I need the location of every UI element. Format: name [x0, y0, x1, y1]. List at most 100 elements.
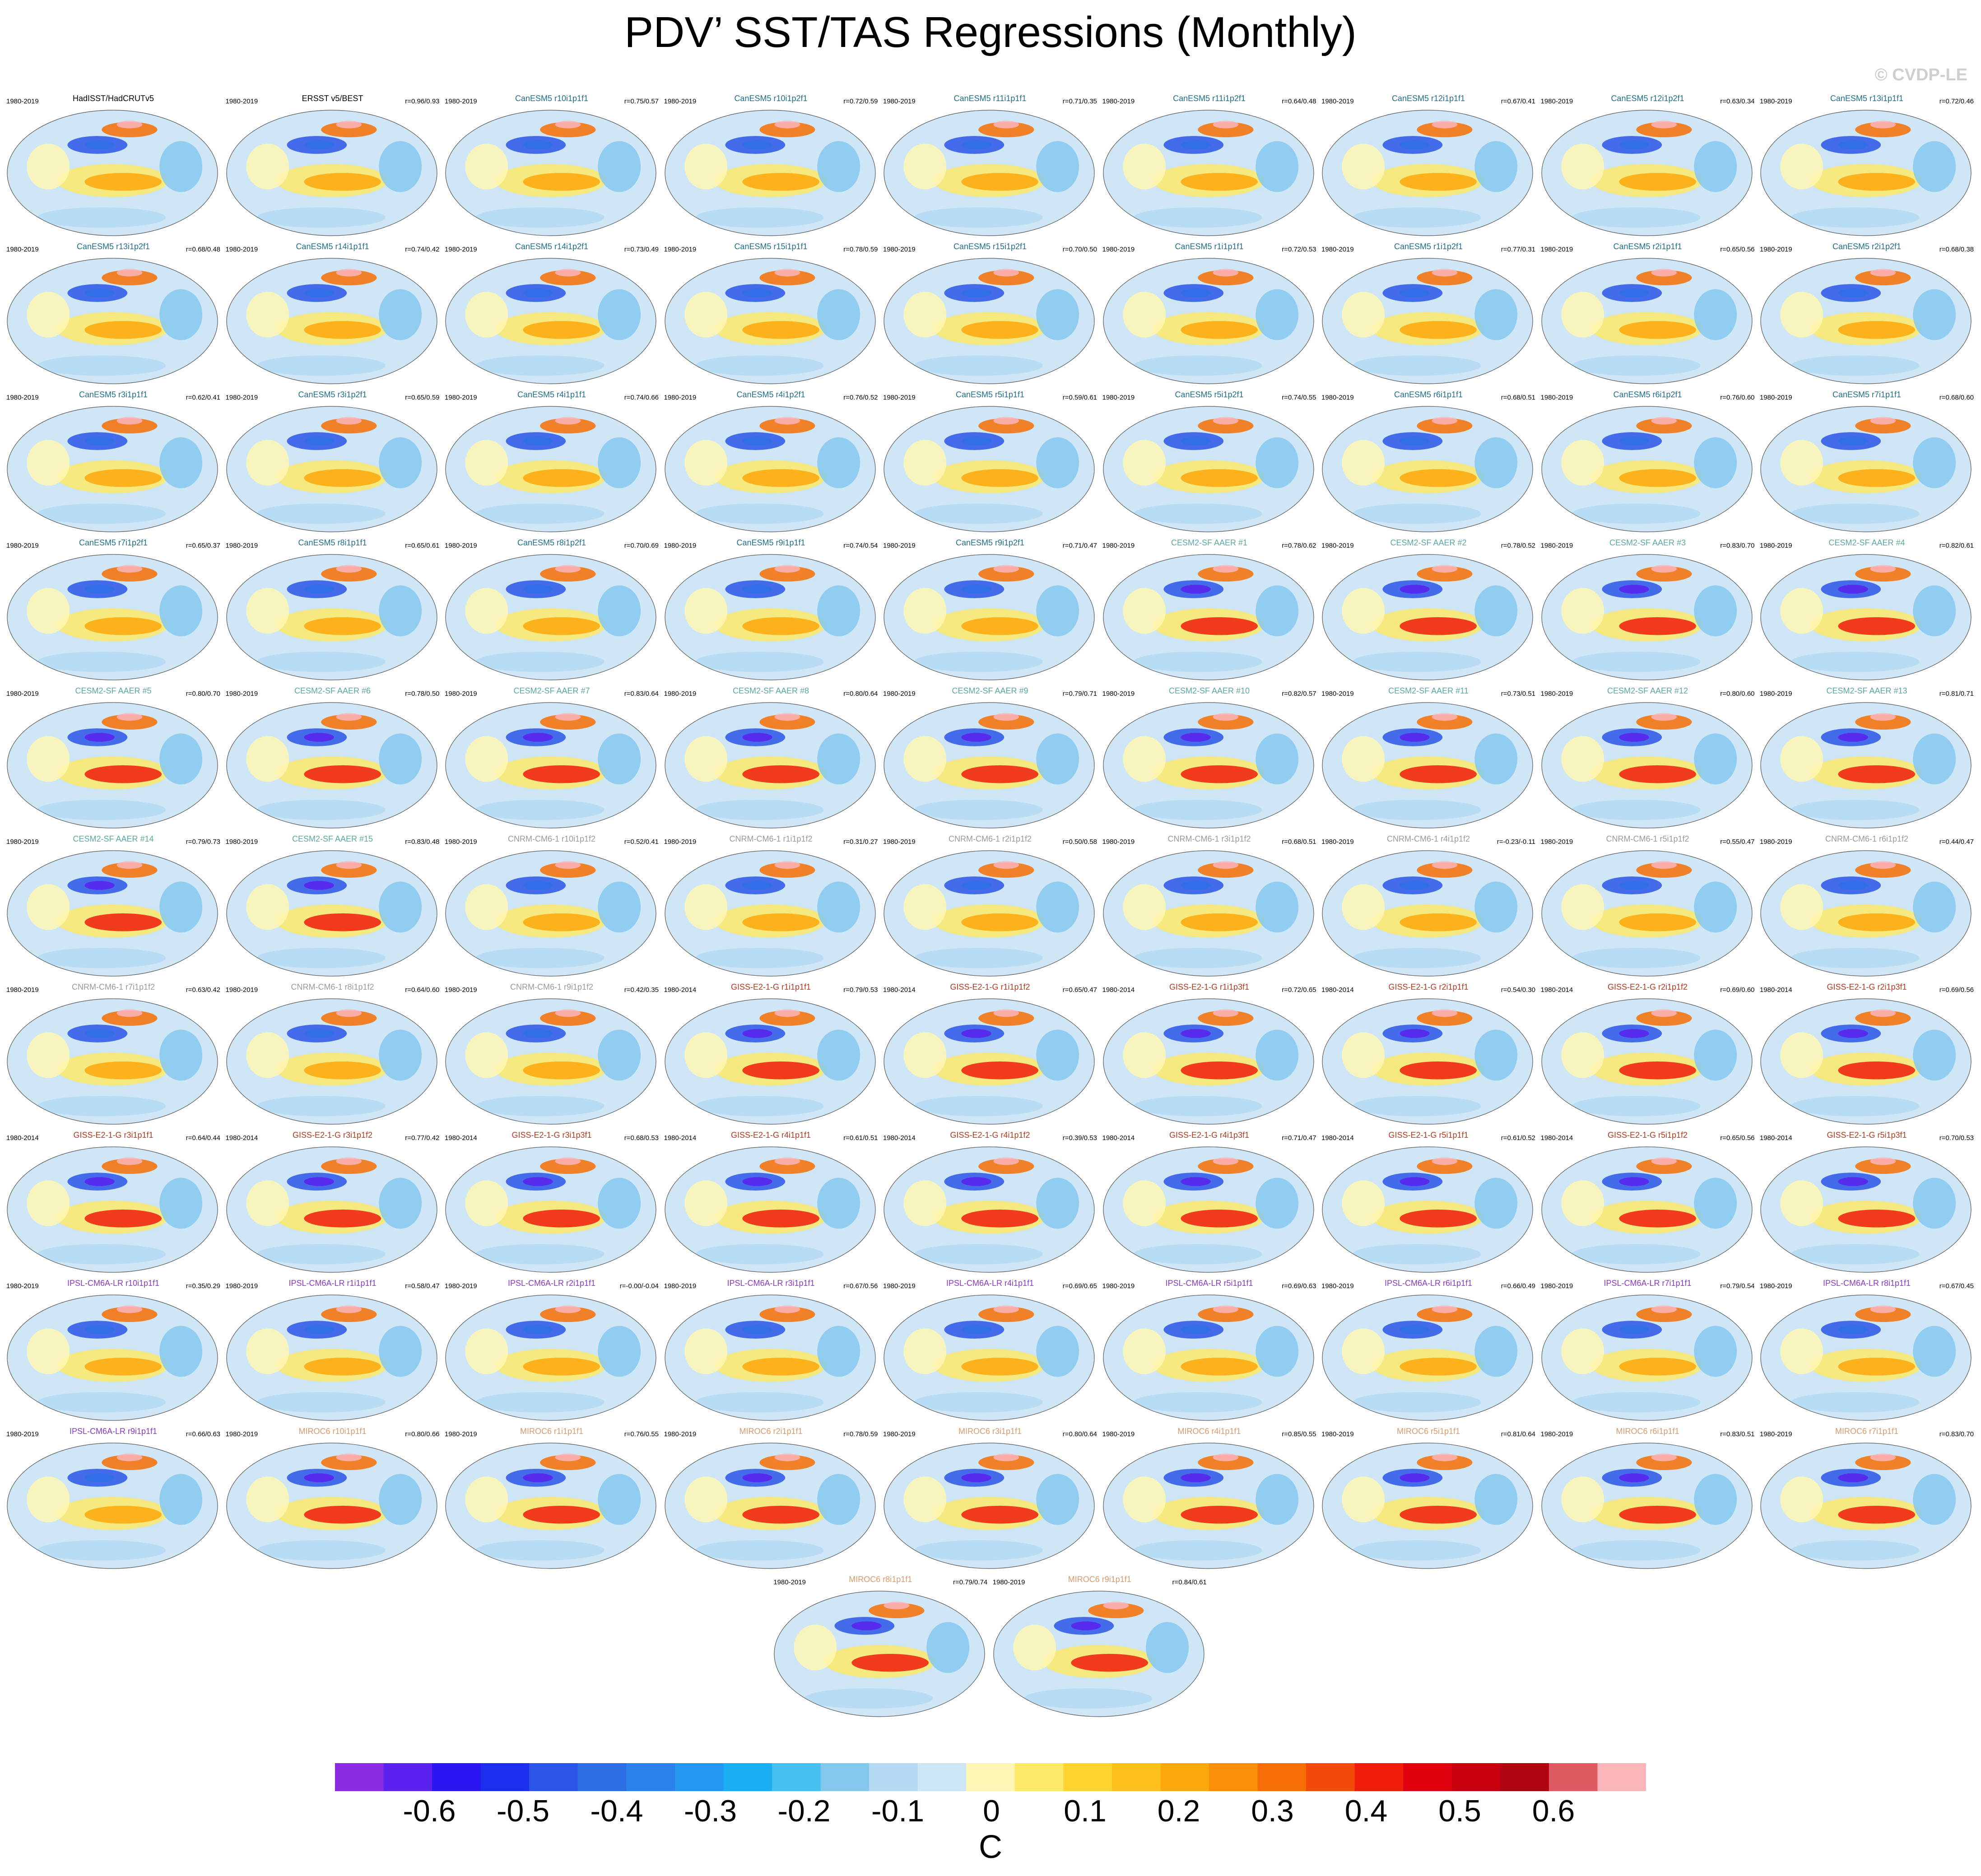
- southern-ocean-region: [1572, 1540, 1700, 1561]
- tropical-pacific-anomaly: [523, 913, 600, 931]
- atlantic-region: [598, 881, 641, 933]
- alaska-anomaly: [1212, 269, 1238, 277]
- indian-ocean-region: [27, 292, 70, 338]
- north-america-warm-anomaly: [540, 122, 596, 138]
- panel-period: 1980-2014: [1540, 1134, 1573, 1142]
- world-map: [664, 702, 876, 829]
- world-map: [664, 850, 876, 977]
- north-america-warm-anomaly: [1636, 714, 1692, 730]
- tropical-pacific-anomaly: [1180, 1506, 1258, 1524]
- southern-ocean-region: [695, 1244, 823, 1265]
- panel-period: 1980-2019: [1760, 246, 1792, 253]
- panel-correlation: r=0.82/0.57: [1282, 690, 1316, 698]
- north-pacific-core: [1618, 1029, 1649, 1038]
- atlantic-region: [159, 585, 203, 637]
- southern-ocean-region: [1353, 1392, 1481, 1413]
- north-america-warm-anomaly: [869, 1603, 925, 1619]
- panel-title: MIROC6 r3i1p1f1: [958, 1427, 1022, 1436]
- north-america-warm-anomaly: [759, 122, 815, 138]
- tropical-pacific-anomaly: [1400, 1506, 1477, 1524]
- southern-ocean-region: [1572, 948, 1700, 968]
- world-map: [7, 110, 218, 236]
- world-map: [1322, 998, 1533, 1125]
- colorbar: [335, 1763, 1646, 1791]
- map-outline: [226, 1443, 437, 1569]
- tropical-pacific-anomaly: [303, 913, 381, 931]
- alaska-anomaly: [1651, 861, 1677, 869]
- panel-title: GISS-E2-1-G r5i1p1f2: [1607, 1131, 1688, 1140]
- map-outline: [884, 1443, 1095, 1569]
- indian-ocean-region: [1342, 588, 1385, 634]
- north-america-warm-anomaly: [1197, 1455, 1254, 1471]
- colorbar-units: C: [979, 1829, 1002, 1865]
- alaska-anomaly: [335, 1009, 362, 1017]
- north-pacific-core: [961, 140, 991, 149]
- atlantic-region: [1146, 1622, 1189, 1673]
- north-pacific-core: [1400, 1177, 1430, 1186]
- atlantic-region: [1474, 1178, 1518, 1229]
- map-panel: 1980-2019 IPSL-CM6A-LR r10i1p1f1 r=0.35/0.…: [5, 1279, 221, 1429]
- map-outline: [884, 702, 1095, 829]
- panel-correlation: r=0.50/0.58: [1062, 838, 1097, 846]
- map-panel: 1980-2019 CanESM5 r1i1p2f1 r=0.77/0.31: [1321, 242, 1536, 393]
- tropical-pacific-anomaly: [1400, 469, 1477, 487]
- panel-title: CanESM5 r9i1p2f1: [955, 538, 1025, 547]
- panel-title: CanESM5 r13i1p1f1: [1830, 94, 1904, 103]
- north-pacific-core: [1838, 1029, 1868, 1038]
- map-outline: [1322, 998, 1533, 1125]
- world-map: [7, 1146, 218, 1273]
- map-outline: [226, 702, 437, 829]
- atlantic-region: [1913, 881, 1956, 933]
- panel-period: 1980-2019: [225, 246, 258, 253]
- atlantic-region: [1693, 733, 1737, 785]
- atlantic-region: [817, 1029, 860, 1081]
- tropical-pacific-anomaly: [961, 765, 1039, 783]
- indian-ocean-region: [903, 1180, 947, 1226]
- map-outline: [1541, 406, 1753, 532]
- map-outline: [445, 554, 656, 680]
- indian-ocean-region: [27, 736, 70, 782]
- map-panel: 1980-2019 CanESM5 r9i1p2f1 r=0.71/0.47: [882, 538, 1098, 689]
- map-panel: 1980-2019 CanESM5 r14i1p1f1 r=0.74/0.42: [225, 242, 441, 393]
- southern-ocean-region: [1133, 355, 1262, 376]
- map-outline: [1322, 110, 1533, 236]
- north-america-warm-anomaly: [102, 1307, 158, 1322]
- map-panel: 1980-2019 CESM2-SF AAER #7 r=0.83/0.64: [444, 686, 660, 837]
- indian-ocean-region: [684, 588, 727, 634]
- north-pacific-core: [84, 585, 115, 594]
- panel-correlation: r=0.74/0.42: [405, 246, 440, 253]
- indian-ocean-region: [465, 292, 508, 338]
- north-america-warm-anomaly: [1417, 418, 1473, 434]
- north-pacific-core: [303, 437, 334, 446]
- map-outline: [445, 1146, 656, 1273]
- panel-title: MIROC6 r1i1p1f1: [520, 1427, 584, 1436]
- panel-period: 1980-2014: [664, 1134, 697, 1142]
- panel-period: 1980-2014: [883, 986, 916, 994]
- colorbar-swatch: [772, 1763, 821, 1791]
- tropical-pacific-anomaly: [1400, 1210, 1477, 1228]
- map-outline: [664, 850, 876, 977]
- map-panel: 1980-2019 MIROC6 r9i1p1f1 r=0.84/0.61: [992, 1575, 1208, 1726]
- world-map: [226, 998, 437, 1125]
- panel-correlation: r=0.74/0.55: [1282, 394, 1316, 401]
- north-america-warm-anomaly: [1197, 270, 1254, 286]
- panel-period: 1980-2019: [1760, 690, 1792, 698]
- panel-correlation: r=0.69/0.60: [1720, 986, 1755, 994]
- map-panel: 1980-2019 HadISST/HadCRUTv5: [5, 94, 221, 245]
- world-map: [226, 1443, 437, 1569]
- atlantic-region: [817, 289, 860, 340]
- alaska-anomaly: [993, 1453, 1019, 1462]
- north-america-warm-anomaly: [978, 1455, 1034, 1471]
- alaska-anomaly: [1870, 121, 1896, 129]
- panel-period: 1980-2019: [6, 690, 39, 698]
- north-america-warm-anomaly: [1855, 1010, 1911, 1026]
- southern-ocean-region: [256, 503, 385, 524]
- map-outline: [1322, 1294, 1533, 1421]
- panel-title: GISS-E2-1-G r5i1p3f1: [1827, 1131, 1907, 1140]
- indian-ocean-region: [1122, 1180, 1166, 1226]
- alaska-anomaly: [116, 1009, 143, 1017]
- tropical-pacific-anomaly: [742, 173, 819, 191]
- map-panel: 1980-2019 CNRM-CM6-1 r2i1p1f2 r=0.50/0.58: [882, 834, 1098, 985]
- indian-ocean-region: [1561, 440, 1604, 486]
- panel-title: MIROC6 r8i1p1f1: [849, 1575, 912, 1584]
